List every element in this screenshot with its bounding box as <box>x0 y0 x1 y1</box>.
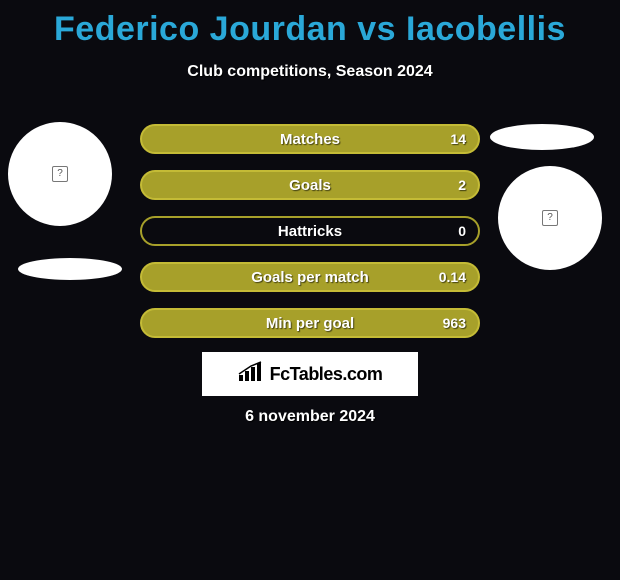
stat-value-right: 0 <box>458 223 466 239</box>
player-left-shadow <box>18 258 122 280</box>
subtitle: Club competitions, Season 2024 <box>0 63 620 81</box>
stats-container: Matches 14 Goals 2 Hattricks 0 Goals per… <box>140 124 480 354</box>
player-right-avatar: ? <box>498 166 602 270</box>
player-left-avatar: ? <box>8 122 112 226</box>
stat-label: Matches <box>142 131 478 148</box>
fctables-logo: FcTables.com <box>202 352 418 396</box>
player-right: ? <box>498 166 602 270</box>
stat-label: Goals per match <box>142 269 478 286</box>
date-label: 6 november 2024 <box>0 408 620 426</box>
image-placeholder-icon: ? <box>52 166 68 182</box>
stat-row-goals-per-match: Goals per match 0.14 <box>140 262 480 292</box>
stat-value-right: 14 <box>450 131 466 147</box>
bar-chart-icon <box>238 361 264 388</box>
stat-label: Hattricks <box>142 223 478 240</box>
stat-label: Min per goal <box>142 315 478 332</box>
image-placeholder-icon: ? <box>542 210 558 226</box>
stat-row-hattricks: Hattricks 0 <box>140 216 480 246</box>
logo-text: FcTables.com <box>270 364 383 385</box>
stat-value-right: 2 <box>458 177 466 193</box>
player-left: ? <box>8 122 112 226</box>
stat-value-right: 963 <box>443 315 466 331</box>
page-title: Federico Jourdan vs Iacobellis <box>0 0 620 49</box>
stat-row-goals: Goals 2 <box>140 170 480 200</box>
stat-value-right: 0.14 <box>439 269 466 285</box>
player-right-shadow <box>490 124 594 150</box>
stat-row-matches: Matches 14 <box>140 124 480 154</box>
stat-row-min-per-goal: Min per goal 963 <box>140 308 480 338</box>
stat-label: Goals <box>142 177 478 194</box>
